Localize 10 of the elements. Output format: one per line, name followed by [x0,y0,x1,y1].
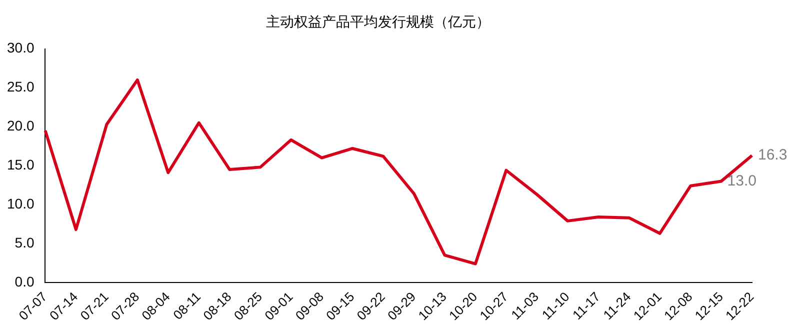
chart-title: 主动权益产品平均发行规模（亿元） [266,13,490,30]
y-tick-label: 30.0 [7,40,34,56]
data-label: 13.0 [727,172,756,190]
y-tick-label: 15.0 [7,156,34,172]
data-label: 16.3 [758,146,788,164]
y-tick-label: 10.0 [7,195,34,212]
y-tick-label: 20.0 [7,118,34,134]
y-tick-label: 25.0 [7,78,34,95]
y-tick-label: 5.0 [14,234,34,250]
y-tick-label: 0.0 [14,273,34,290]
